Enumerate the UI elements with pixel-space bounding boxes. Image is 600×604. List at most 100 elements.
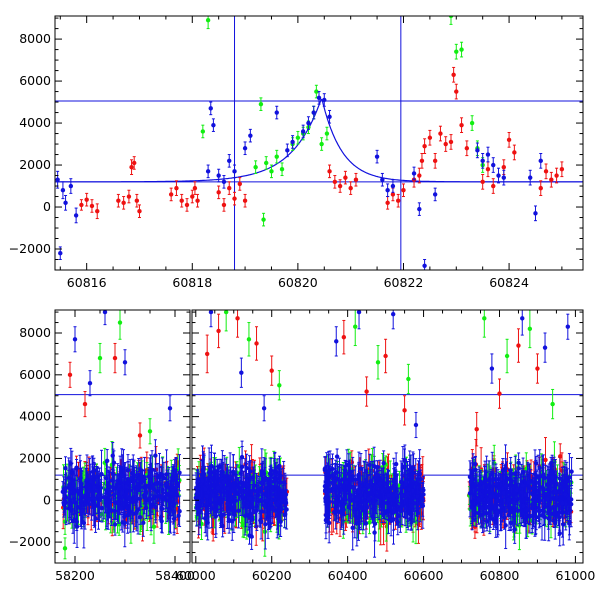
blue-data-point: [265, 498, 269, 502]
red-data-point: [121, 201, 125, 205]
blue-data-point: [263, 476, 267, 480]
red-data-point: [83, 402, 87, 406]
red-data-point: [174, 186, 178, 190]
blue-data-point: [380, 178, 384, 182]
red-data-point: [90, 204, 94, 208]
red-data-point: [327, 169, 331, 173]
blue-data-point: [147, 474, 151, 478]
red-data-point: [512, 150, 516, 154]
blue-data-point: [227, 159, 231, 163]
blue-data-point: [141, 479, 145, 483]
blue-data-point: [254, 490, 258, 494]
red-data-point: [507, 138, 511, 142]
blue-data-point: [92, 485, 96, 489]
red-data-point: [491, 184, 495, 188]
red-data-point: [333, 180, 337, 184]
blue-data-point: [209, 106, 213, 110]
blue-data-point: [239, 489, 243, 493]
green-data-point: [98, 356, 102, 360]
red-data-point: [486, 167, 490, 171]
red-data-point: [438, 131, 442, 135]
red-data-point: [480, 180, 484, 184]
y-tick-label: −2000: [9, 534, 51, 549]
red-data-point: [385, 201, 389, 205]
blue-data-point: [391, 184, 395, 188]
blue-data-point: [385, 188, 389, 192]
blue-data-point: [153, 453, 157, 457]
blue-data-point: [127, 496, 131, 500]
y-tick-label: 6000: [19, 73, 51, 88]
red-data-point: [222, 203, 226, 207]
green-data-point: [325, 131, 329, 135]
green-data-point: [148, 429, 152, 433]
blue-data-point: [153, 505, 157, 509]
blue-data-point: [203, 487, 207, 491]
blue-data-point: [172, 510, 176, 514]
green-data-point: [296, 136, 300, 140]
red-data-point: [193, 186, 197, 190]
blue-data-point: [164, 482, 168, 486]
blue-data-point: [168, 406, 172, 410]
blue-data-point: [78, 477, 82, 481]
red-data-point: [433, 159, 437, 163]
blue-data-point: [176, 514, 180, 518]
blue-data-point: [85, 487, 89, 491]
red-data-point: [84, 197, 88, 201]
red-data-point: [554, 173, 558, 177]
blue-data-point: [222, 180, 226, 184]
y-tick-label: 0: [43, 199, 51, 214]
red-data-point: [116, 199, 120, 203]
red-data-point: [502, 165, 506, 169]
red-data-point: [451, 73, 455, 77]
blue-data-point: [232, 489, 236, 493]
blue-data-point: [75, 520, 79, 524]
blue-data-point: [433, 192, 437, 196]
blue-data-point: [496, 173, 500, 177]
green-data-point: [201, 129, 205, 133]
blue-data-point: [259, 472, 263, 476]
blue-data-point: [105, 459, 109, 463]
blue-data-point: [252, 484, 256, 488]
blue-data-point: [150, 485, 154, 489]
green-data-point: [63, 546, 67, 550]
blue-data-point: [282, 513, 286, 517]
blue-data-point: [263, 522, 267, 526]
blue-data-point: [200, 499, 204, 503]
blue-data-point: [259, 498, 263, 502]
red-data-point: [95, 209, 99, 213]
blue-data-point: [88, 497, 92, 501]
green-data-point: [152, 524, 156, 528]
blue-data-point: [236, 508, 240, 512]
x-tick-label: 58200: [55, 568, 95, 583]
blue-data-point: [96, 493, 100, 497]
blue-data-point: [248, 513, 252, 517]
blue-data-point: [119, 506, 123, 510]
blue-data-point: [232, 169, 236, 173]
blue-data-point: [206, 169, 210, 173]
upper-frame: [55, 16, 583, 270]
blue-data-point: [284, 492, 288, 496]
blue-data-point: [327, 115, 331, 119]
blue-data-point: [208, 499, 212, 503]
red-data-point: [338, 184, 342, 188]
blue-data-point: [177, 509, 181, 513]
green-data-point: [118, 320, 122, 324]
blue-data-point: [131, 469, 135, 473]
red-data-point: [454, 89, 458, 93]
blue-data-point: [216, 173, 220, 177]
blue-data-point: [475, 148, 479, 152]
blue-data-point: [137, 477, 141, 481]
blue-data-point: [62, 501, 66, 505]
blue-data-point: [69, 184, 73, 188]
blue-data-point: [117, 484, 121, 488]
red-data-point: [396, 199, 400, 203]
green-data-point: [459, 47, 463, 51]
blue-data-point: [243, 146, 247, 150]
red-data-point: [560, 167, 564, 171]
green-data-point: [319, 142, 323, 146]
lower-plot-area: [192, 293, 583, 557]
blue-data-point: [104, 476, 108, 480]
blue-data-point: [480, 159, 484, 163]
lower-plot-area: [55, 300, 190, 559]
red-data-point: [428, 136, 432, 140]
